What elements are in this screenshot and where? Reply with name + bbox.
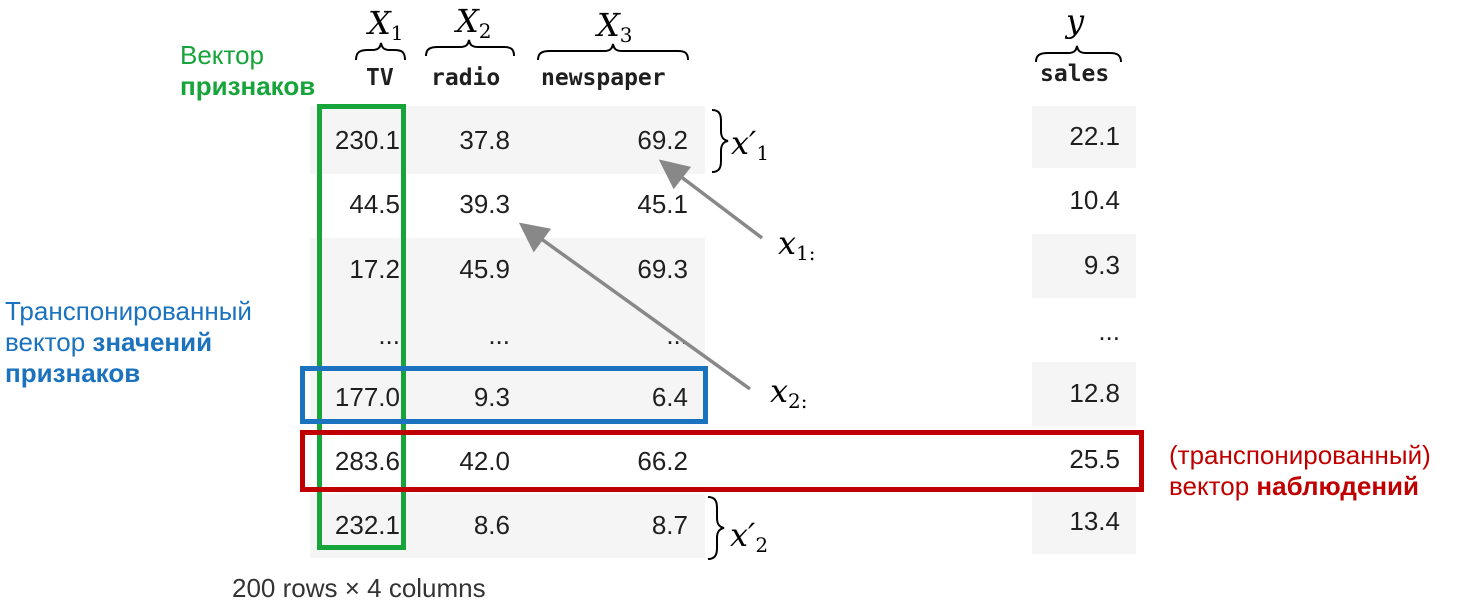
brace-y [1035,45,1122,63]
cell-radio: 9.3 [473,382,510,412]
observation-row-frame [300,430,1144,492]
cell-radio: 39.3 [459,189,510,219]
cell-newspaper: 8.7 [651,510,688,540]
column-header-radio: radio [431,65,501,91]
cell-newspaper: 45.1 [637,189,688,219]
cell-radio: ... [488,320,510,350]
table-footer: 200 rows × 4 columns [232,573,486,603]
sales-bg-1 [1032,106,1136,168]
row-bg-5 [310,366,705,424]
cell-sales: ... [1098,316,1120,346]
cell-sales: 25.5 [1069,444,1120,474]
feature-vector-label-line2: признаков [180,71,316,101]
cell-radio: 8.6 [473,510,510,540]
cell-tv: 177.0 [334,382,400,412]
row-bg-3 [310,238,705,302]
math-y: y [1066,2,1085,40]
transposed-label-prefix: вектор [5,327,93,357]
cell-newspaper: 66.2 [637,446,688,476]
arrow-x12-line [678,174,764,240]
math-x3: X3 [597,6,633,47]
math-x12: x1: [778,226,816,265]
feature-values-row-frame [300,366,708,424]
observation-vector-label: (транспонированный) вектор наблюдений [1169,440,1431,502]
transposed-label-line1: Транспонированный [5,296,252,326]
cell-tv: 230.1 [334,125,400,155]
cell-tv: ... [378,320,400,350]
sales-bg-3 [1032,234,1136,298]
cell-newspaper: 69.3 [637,254,688,284]
feature-vector-label-line1: Вектор [180,40,265,70]
cell-sales: 9.3 [1083,250,1120,280]
arrow-x12-head [658,159,692,190]
sales-bg-5 [1032,362,1136,426]
cell-sales: 10.4 [1069,185,1120,215]
cell-tv: 232.1 [334,510,400,540]
math-x1: X1 [368,4,404,45]
observation-label-line2: вектор наблюдений [1169,471,1431,502]
cell-sales: 22.1 [1069,121,1120,151]
cell-radio: 45.9 [459,254,510,284]
brace-x1 [355,42,406,61]
observation-label-bold: наблюдений [1256,471,1420,501]
transposed-label-bold: значений [92,327,213,357]
feature-vector-label: Вектор признаков [180,40,315,102]
cell-tv: 17.2 [349,254,400,284]
column-header-sales: sales [1040,61,1110,87]
brace-x3 [537,43,689,61]
arrow-x22-line [538,236,752,391]
brace-row1 [711,109,729,173]
row-bg-1 [310,106,705,174]
transposed-label-line2: вектор значений [5,327,252,358]
cell-newspaper: 69.2 [637,125,688,155]
math-x22: x2: [770,374,808,413]
brace-x2 [425,39,515,57]
cell-tv: 283.6 [334,446,400,476]
column-header-newspaper: newspaper [541,65,666,91]
cell-sales: 13.4 [1069,506,1120,536]
math-x-prime-last: x′2 [730,518,769,557]
sales-bg-7 [1032,490,1136,554]
column-header-tv: TV [366,65,394,91]
row-bg-4 [310,302,705,366]
transposed-label-line3: признаков [5,358,141,388]
arrow-x22-head [518,222,552,253]
transposed-feature-values-label: Транспонированный вектор значений призна… [5,296,252,389]
math-x2: X2 [456,2,492,43]
brace-row-last [707,496,725,560]
math-x-prime-1: x′1 [731,124,770,165]
observation-label-prefix: вектор [1169,471,1257,501]
feature-column-frame [317,104,406,550]
cell-radio: 42.0 [459,446,510,476]
cell-sales: 12.8 [1069,378,1120,408]
cell-tv: 44.5 [349,189,400,219]
observation-label-line1: (транспонированный) [1169,440,1431,470]
cell-radio: 37.8 [459,125,510,155]
cell-newspaper: 6.4 [651,382,688,412]
